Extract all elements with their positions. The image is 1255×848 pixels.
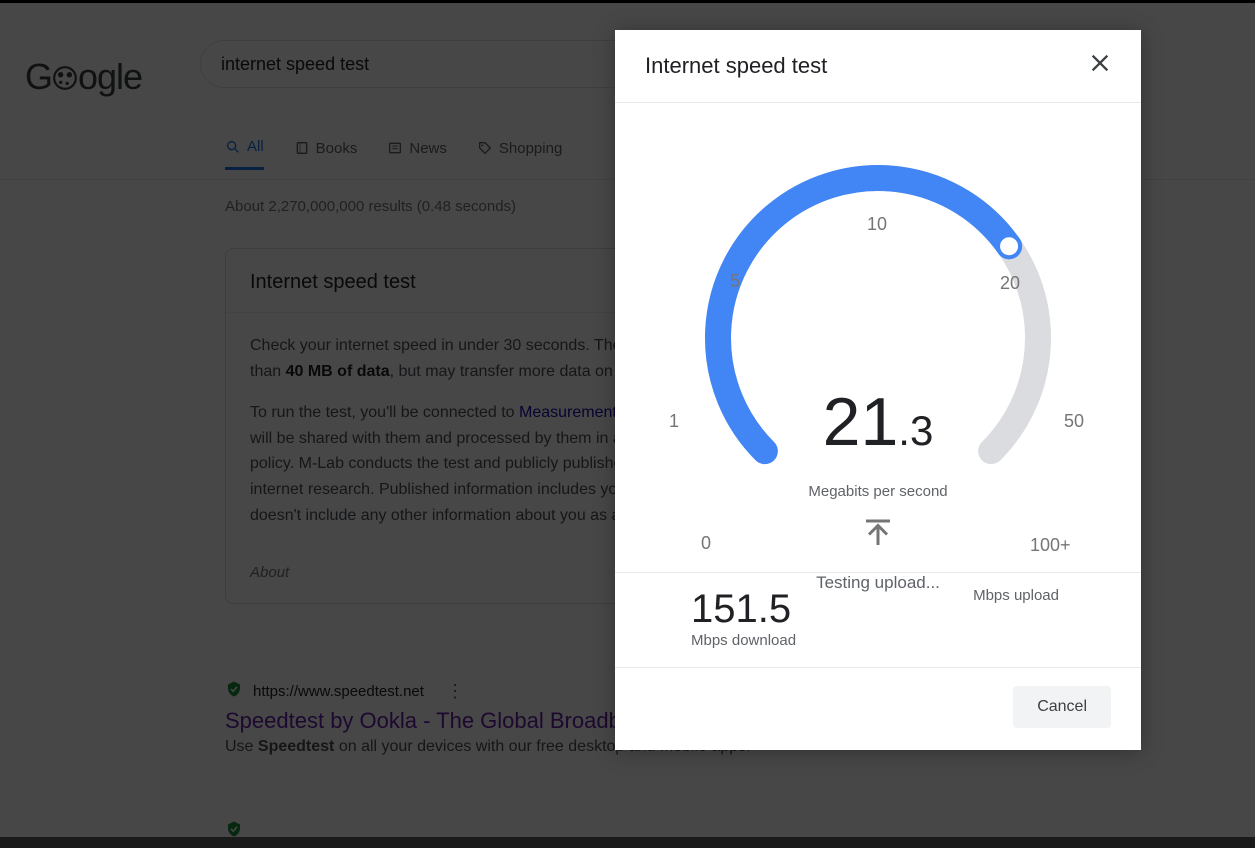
gauge-tick-10: 10 [867, 214, 887, 235]
download-label: Mbps download [691, 632, 875, 649]
speed-test-modal: Internet speed test 0 1 5 10 20 50 100+ … [615, 30, 1141, 750]
gauge-area: 0 1 5 10 20 50 100+ 21.3 Megabits per se… [615, 103, 1141, 572]
modal-footer: Cancel [615, 668, 1141, 750]
gauge-tick-1: 1 [669, 411, 679, 432]
gauge-tick-100: 100+ [1030, 535, 1071, 556]
modal-header: Internet speed test [615, 30, 1141, 103]
gauge-tick-5: 5 [730, 271, 740, 292]
gauge-value-dec: .3 [898, 407, 933, 454]
gauge-unit: Megabits per second [808, 483, 947, 500]
modal-title: Internet speed test [645, 53, 827, 79]
close-icon[interactable] [1089, 52, 1111, 80]
gauge-status: Testing upload... [816, 573, 940, 593]
gauge-tick-50: 50 [1064, 411, 1084, 432]
gauge-value-int: 21 [823, 384, 899, 460]
cancel-button[interactable]: Cancel [1013, 686, 1111, 728]
download-value: 151.5 [691, 587, 875, 632]
gauge-tick-20: 20 [1000, 273, 1020, 294]
gauge-tick-0: 0 [701, 533, 711, 554]
gauge-value: 21.3 [823, 383, 934, 461]
upload-arrow-icon [860, 515, 896, 556]
